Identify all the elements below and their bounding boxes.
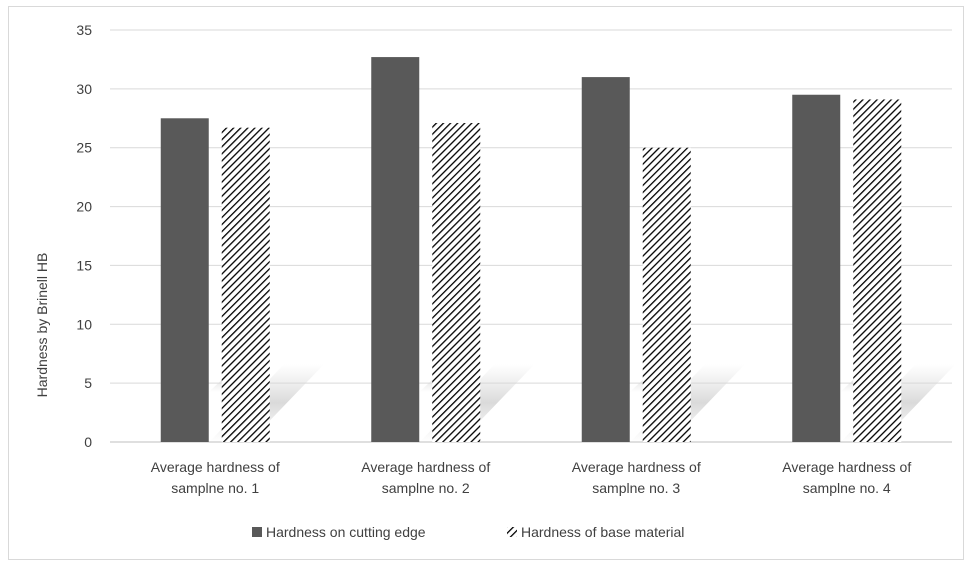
- legend-swatch-cutting-edge: [252, 527, 262, 537]
- legend-label: Hardness of base material: [521, 524, 684, 540]
- legend-swatch-base-material: [507, 527, 517, 537]
- x-category-label: samplne no. 4: [803, 480, 891, 496]
- y-tick-label: 10: [76, 316, 92, 332]
- y-axis-ticks: 0 5 10 15 20 25 30 35: [76, 22, 92, 450]
- bar-cutting-edge: [160, 118, 209, 443]
- x-category-label: samplne no. 2: [382, 480, 470, 496]
- bar-base-material: [432, 122, 481, 442]
- y-tick-label: 5: [84, 375, 92, 391]
- bar-cutting-edge: [371, 57, 420, 443]
- y-tick-label: 20: [76, 199, 92, 215]
- x-category-label: Average hardness of: [572, 459, 701, 475]
- bars-group: [160, 57, 902, 443]
- x-category-label: samplne no. 3: [592, 480, 680, 496]
- x-axis-categories: Average hardness of samplne no. 1 Average …: [151, 459, 912, 496]
- y-tick-label: 0: [84, 434, 92, 450]
- y-tick-label: 30: [76, 81, 92, 97]
- y-tick-label: 35: [76, 22, 92, 38]
- bar-cutting-edge: [792, 94, 841, 442]
- y-tick-label: 15: [76, 257, 92, 273]
- bar-base-material: [853, 99, 902, 443]
- y-axis-label: Hardness by Brinell HB: [34, 253, 50, 398]
- bar-cutting-edge: [581, 77, 630, 442]
- legend: Hardness on cutting edge Hardness of base…: [252, 524, 684, 540]
- bar-base-material: [642, 147, 691, 442]
- bar-base-material: [221, 127, 270, 443]
- x-category-label: Average hardness of: [782, 459, 911, 475]
- x-category-label: samplne no. 1: [171, 480, 259, 496]
- y-tick-label: 25: [76, 140, 92, 156]
- x-category-label: Average hardness of: [151, 459, 280, 475]
- x-category-label: Average hardness of: [361, 459, 490, 475]
- legend-label: Hardness on cutting edge: [266, 524, 426, 540]
